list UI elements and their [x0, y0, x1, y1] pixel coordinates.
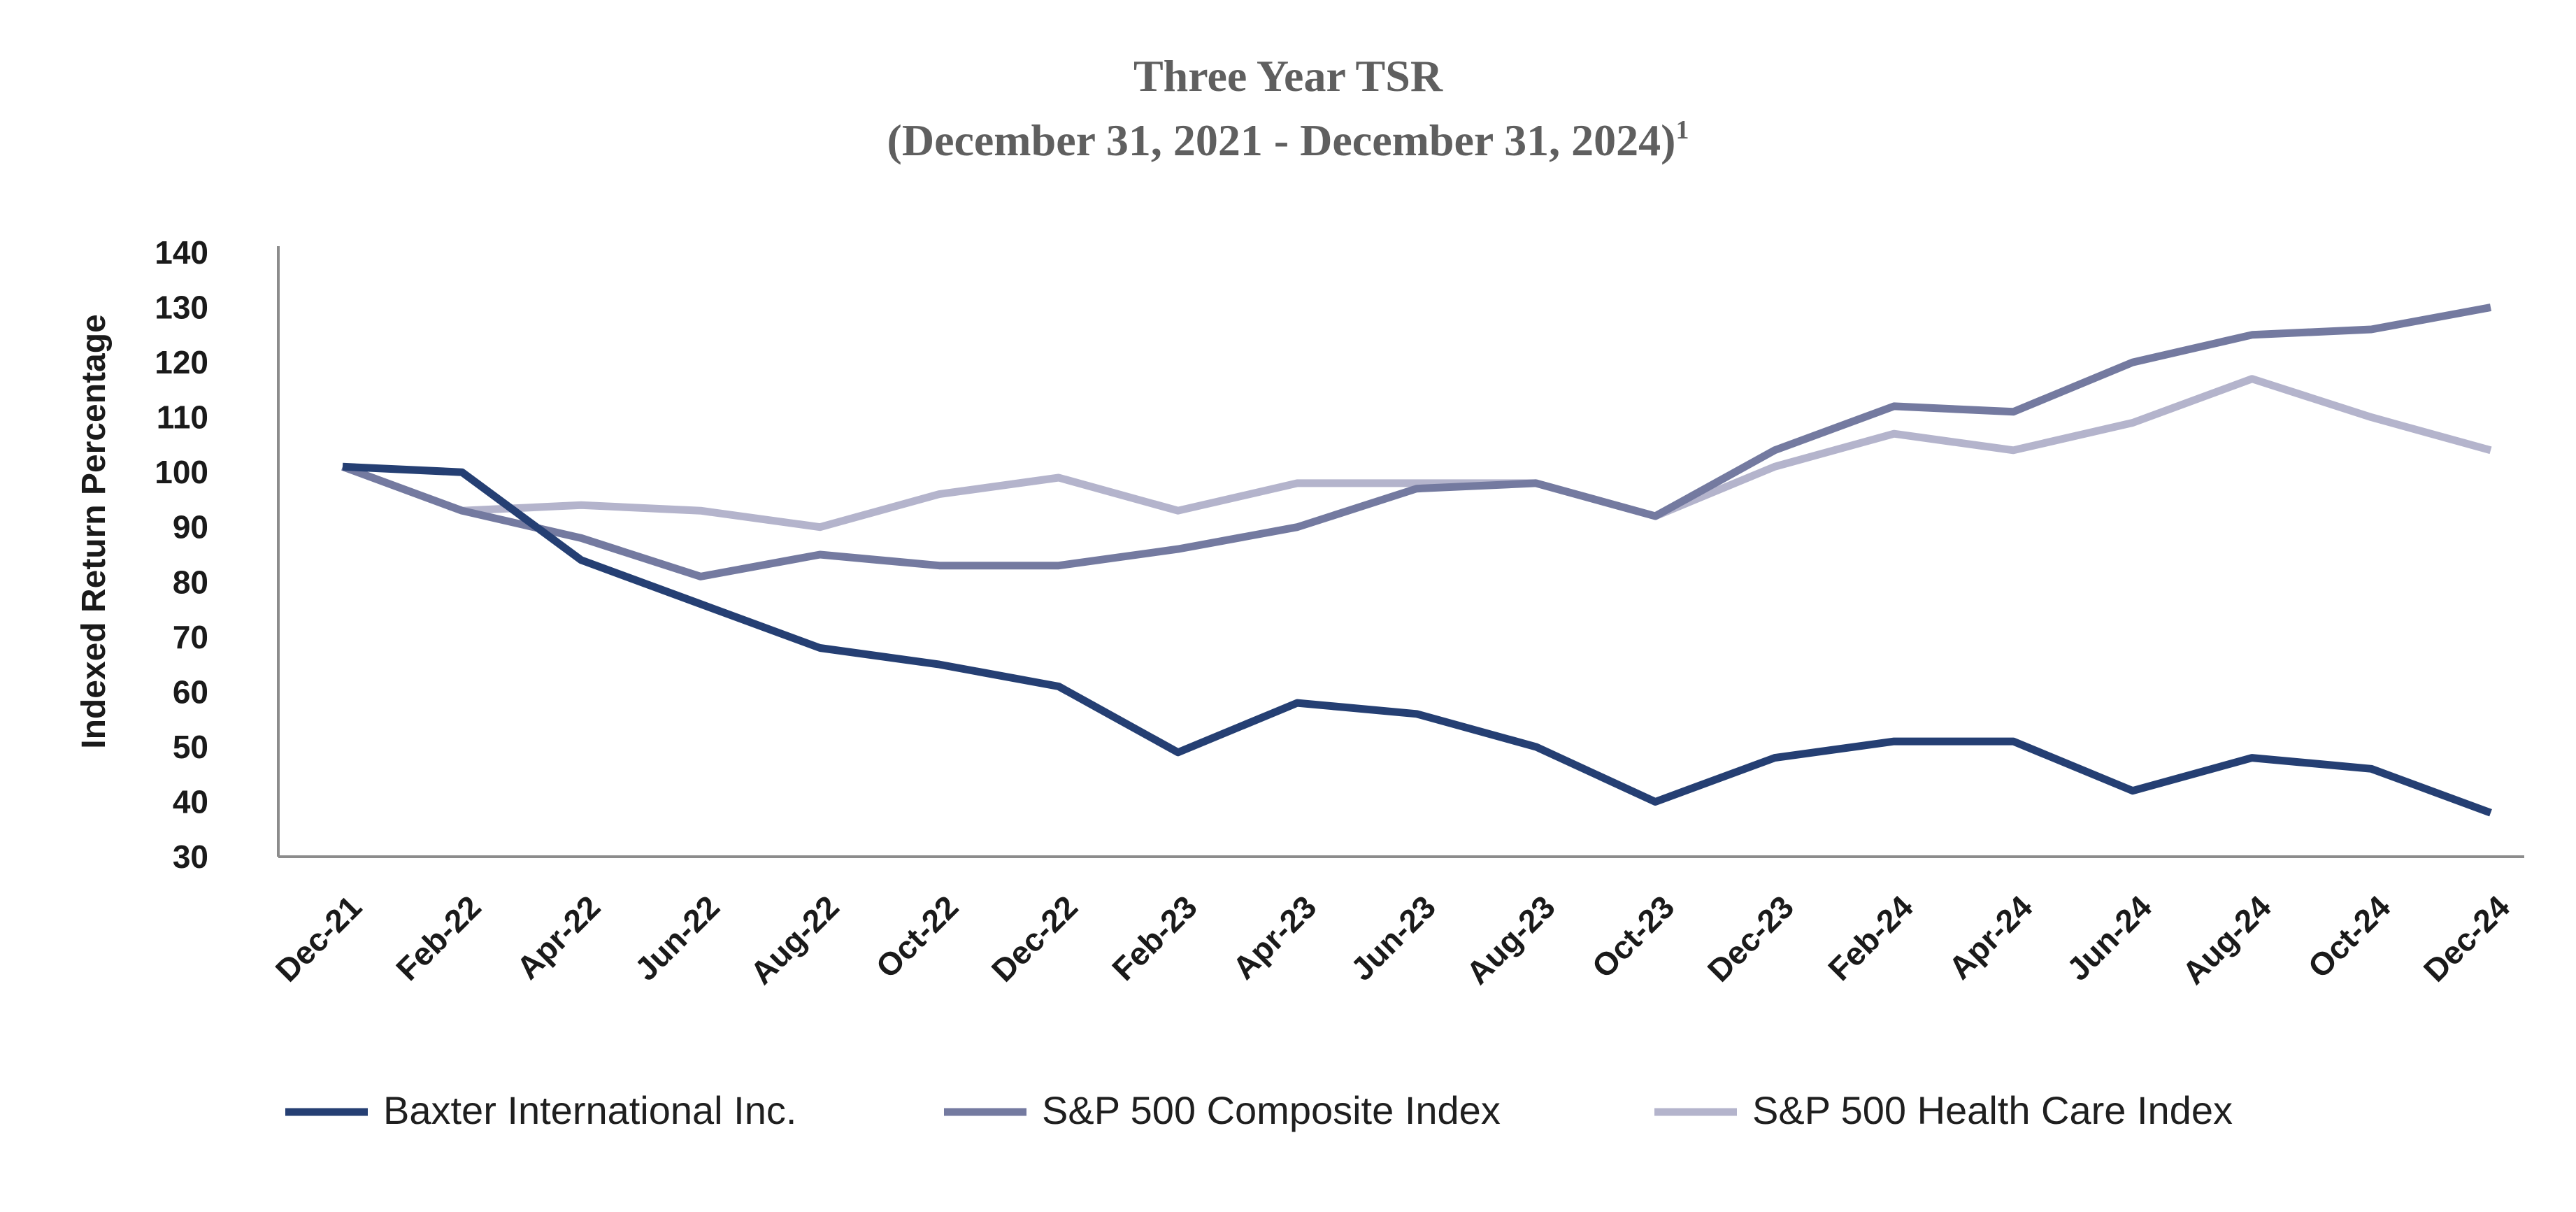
y-tick-label: 40: [173, 783, 208, 820]
series-line-s-p-500-health-care-index: [341, 375, 2492, 532]
y-tick-label: 30: [173, 839, 208, 875]
y-tick-label: 120: [155, 344, 208, 380]
y-tick-label: 50: [173, 729, 208, 765]
legend-label-s-p-500-composite-index: S&P 500 Composite Index: [1042, 1088, 1501, 1132]
legend-label-s-p-500-health-care-index: S&P 500 Health Care Index: [1752, 1088, 2233, 1132]
y-tick-label: 130: [155, 290, 208, 326]
x-tick-label: Dec-23: [1701, 888, 1801, 988]
series-line-baxter-international-inc: [342, 462, 2492, 817]
x-tick-label: Jun-22: [627, 888, 727, 988]
y-tick-label: 110: [157, 399, 208, 436]
x-tick-label: Apr-23: [1226, 888, 1324, 986]
x-tick-label: Aug-22: [743, 888, 846, 991]
legend-label-baxter-international-inc: Baxter International Inc.: [383, 1088, 796, 1132]
series-line-s-p-500-composite-index: [341, 304, 2491, 580]
series-layer: [341, 304, 2492, 817]
x-tick-label: Oct-22: [868, 888, 965, 985]
x-tick-label: Aug-24: [2175, 888, 2278, 991]
x-tick-label: Jun-23: [1343, 888, 1443, 988]
chart-subtitle-text: (December 31, 2021 - December 31, 2024): [887, 115, 1676, 165]
y-tick-label: 140: [155, 234, 208, 271]
legend: Baxter International Inc. S&P 500 Composi…: [285, 1088, 2233, 1132]
x-tick-label: Feb-24: [1821, 888, 1920, 988]
y-tick-label: 90: [173, 509, 208, 546]
x-tick-label: Feb-22: [389, 888, 488, 988]
y-tick-label: 60: [173, 673, 208, 710]
y-axis-label: Indexed Return Percentage: [76, 314, 113, 749]
x-tick-label: Apr-24: [1942, 888, 2040, 986]
x-tick-label: Feb-23: [1105, 888, 1204, 988]
chart-title: Three Year TSR: [1133, 51, 1443, 101]
x-tick-label: Apr-22: [510, 888, 608, 986]
x-tick-label: Oct-24: [2300, 888, 2397, 985]
chart-subtitle-footnote: 1: [1675, 115, 1689, 145]
y-tick-label: 70: [173, 619, 208, 655]
y-tick-label: 80: [173, 564, 208, 600]
x-tick-label: Dec-22: [985, 888, 1085, 988]
x-tick-label: Dec-21: [269, 888, 368, 988]
chart-subtitle: (December 31, 2021 - December 31, 2024)1: [887, 115, 1689, 165]
x-tick-label: Oct-23: [1584, 888, 1681, 985]
y-tick-label: 100: [155, 454, 208, 490]
chart-title-group: Three Year TSR (December 31, 2021 - Dece…: [887, 51, 1689, 165]
x-tick-label: Jun-24: [2059, 888, 2159, 988]
x-tick-label: Dec-24: [2417, 888, 2517, 989]
x-tick-label: Aug-23: [1459, 888, 1562, 991]
